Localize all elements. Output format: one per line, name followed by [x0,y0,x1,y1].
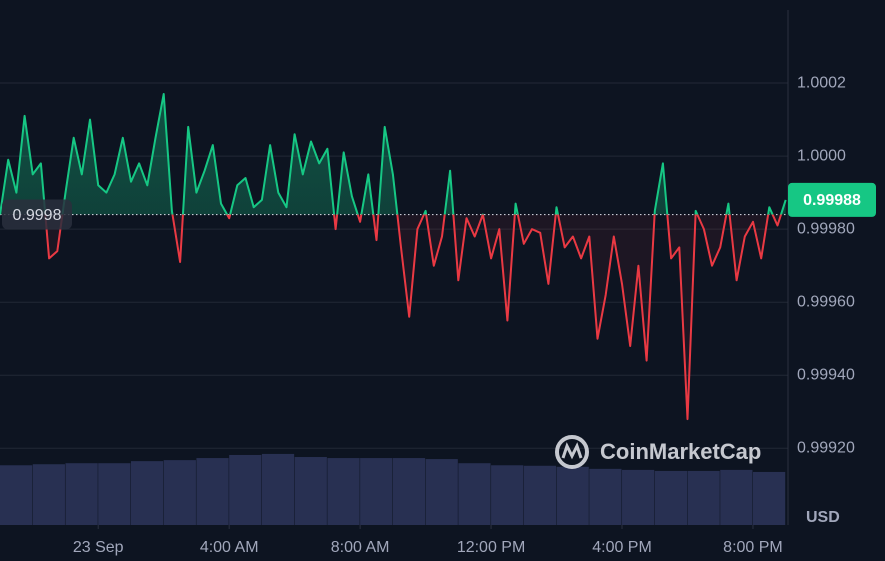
volume-bar [720,469,753,525]
y-tick-label: 0.99980 [797,220,855,237]
watermark-text: CoinMarketCap [600,439,761,464]
volume-layer [0,453,786,525]
x-tick-label: 23 Sep [73,539,124,556]
volume-bar [392,458,426,525]
baseline-badge [2,199,72,230]
volume-bar [360,458,393,525]
x-tick-label: 4:00 AM [200,539,259,556]
y-tick-label: 1.0002 [797,74,846,91]
currency-label: USD [806,509,840,526]
last-price-badge [788,182,876,217]
volume-bar [622,469,655,525]
volume-bar [65,463,98,525]
volume-bar [458,463,491,525]
y-tick-label: 0.99940 [797,366,855,383]
x-tick-label: 12:00 PM [457,539,525,556]
volume-bar [130,461,164,525]
volume-bar [32,464,65,525]
x-tick-label: 8:00 AM [331,539,390,556]
watermark: CoinMarketCap [555,435,761,469]
volume-bar [687,470,720,525]
y-tick-label: 0.99960 [797,293,855,310]
volume-bar [327,458,360,525]
volume-bar [523,465,557,525]
volume-bar [98,463,131,525]
volume-bar [752,471,786,525]
price-line [0,93,787,421]
volume-bar [261,453,295,525]
volume-bar [229,454,262,525]
volume-bar [196,458,229,525]
volume-bar [491,465,524,525]
volume-bar [294,457,327,525]
baseline-label: 0.9998 [13,207,62,224]
volume-bar [0,465,33,525]
volume-bar [556,466,589,525]
y-tick-label: 1.0000 [797,147,846,164]
volume-bar [589,468,622,525]
volume-bar [163,460,196,525]
watermark-logo-mark [561,442,583,460]
last-price-label: 0.99988 [803,192,861,209]
y-tick-label: 0.99920 [797,440,855,457]
grid-layer [0,82,788,449]
area-down [45,214,782,420]
x-tick-label: 4:00 PM [592,539,652,556]
area-up [0,94,786,215]
price-layer [0,93,788,421]
watermark-logo [555,435,589,469]
x-tick-label: 8:00 PM [723,539,783,556]
volume-bar [654,470,687,525]
volume-bar [425,459,458,525]
